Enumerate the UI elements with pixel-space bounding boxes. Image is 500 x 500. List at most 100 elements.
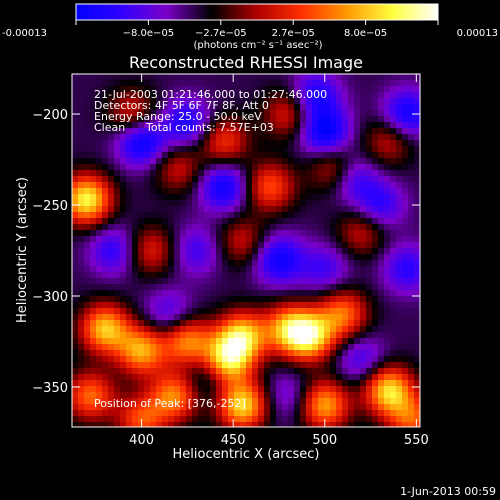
heatmap-cell (240, 110, 247, 117)
heatmap-cell (282, 386, 289, 393)
heatmap-cell (168, 134, 175, 141)
heatmap-cell (240, 254, 247, 261)
heatmap-cell (306, 80, 313, 87)
heatmap-cell (204, 236, 211, 243)
heatmap-cell (336, 380, 343, 387)
heatmap-cell (342, 308, 349, 315)
heatmap-cell (120, 236, 127, 243)
heatmap-cell (264, 368, 271, 375)
heatmap-cell (192, 308, 199, 315)
heatmap-cell (144, 140, 151, 147)
heatmap-cell (138, 224, 145, 231)
heatmap-cell (96, 386, 103, 393)
heatmap-cell (294, 356, 301, 363)
heatmap-cell (168, 326, 175, 333)
heatmap-cell (246, 80, 253, 87)
heatmap-cell (378, 290, 385, 297)
heatmap-cell (210, 350, 217, 357)
heatmap-cell (330, 182, 337, 189)
heatmap-cell (120, 362, 127, 369)
heatmap-cell (72, 230, 79, 237)
heatmap-cell (306, 98, 313, 105)
heatmap-cell (288, 254, 295, 261)
heatmap-cell (162, 410, 169, 417)
heatmap-cell (162, 326, 169, 333)
heatmap-cell (222, 140, 229, 147)
heatmap-cell (360, 272, 367, 279)
heatmap-cell (174, 146, 181, 153)
heatmap-cell (198, 110, 205, 117)
heatmap-cell (366, 302, 373, 309)
heatmap-cell (348, 350, 355, 357)
heatmap-cell (306, 266, 313, 273)
heatmap-cell (378, 242, 385, 249)
heatmap-cell (162, 224, 169, 231)
heatmap-cell (84, 272, 91, 279)
heatmap-cell (288, 188, 295, 195)
heatmap-cell (198, 344, 205, 351)
heatmap-cell (408, 308, 415, 315)
heatmap-cell (384, 146, 391, 153)
heatmap-cell (108, 194, 115, 201)
heatmap-cell (156, 92, 163, 99)
heatmap-cell (372, 140, 379, 147)
heatmap-cell (240, 260, 247, 267)
heatmap-cell (132, 236, 139, 243)
heatmap-cell (330, 116, 337, 123)
heatmap-cell (378, 296, 385, 303)
heatmap-cell (282, 230, 289, 237)
heatmap-cell (336, 128, 343, 135)
heatmap-cell (90, 236, 97, 243)
heatmap-cell (198, 176, 205, 183)
heatmap-cell (234, 164, 241, 171)
heatmap-cell (360, 140, 367, 147)
heatmap-cell (102, 134, 109, 141)
heatmap-cell (276, 128, 283, 135)
heatmap-cell (414, 182, 420, 189)
heatmap-cell (216, 92, 223, 99)
heatmap-cell (252, 248, 259, 255)
heatmap-cell (252, 188, 259, 195)
heatmap-cell (198, 194, 205, 201)
heatmap-cell (324, 230, 331, 237)
heatmap-cell (372, 134, 379, 141)
heatmap-cell (258, 146, 265, 153)
heatmap-cell (360, 230, 367, 237)
heatmap-cell (144, 248, 151, 255)
heatmap-cell (96, 170, 103, 177)
heatmap-cell (354, 98, 361, 105)
heatmap-cell (300, 242, 307, 249)
heatmap-cell (366, 284, 373, 291)
heatmap-cell (168, 320, 175, 327)
heatmap-cell (306, 362, 313, 369)
heatmap-cell (216, 308, 223, 315)
heatmap-cell (162, 122, 169, 129)
heatmap-cell (144, 356, 151, 363)
heatmap-cell (180, 404, 187, 411)
heatmap-cell (126, 158, 133, 165)
heatmap-cell (120, 122, 127, 129)
heatmap-cell (324, 134, 331, 141)
heatmap-cell (414, 74, 420, 81)
heatmap-cell (132, 380, 139, 387)
heatmap-cell (228, 350, 235, 357)
heatmap-cell (144, 104, 151, 111)
heatmap-cell (96, 104, 103, 111)
heatmap-cell (252, 146, 259, 153)
heatmap-cell (84, 392, 91, 399)
heatmap-cell (324, 224, 331, 231)
heatmap-cell (276, 74, 283, 81)
heatmap-cell (246, 296, 253, 303)
heatmap-cell (270, 134, 277, 141)
heatmap-cell (216, 164, 223, 171)
heatmap-cell (288, 146, 295, 153)
heatmap-cell (138, 80, 145, 87)
heatmap-cell (174, 356, 181, 363)
heatmap-cell (306, 206, 313, 213)
heatmap-cell (354, 206, 361, 213)
heatmap-cell (198, 410, 205, 417)
heatmap-cell (192, 116, 199, 123)
heatmap-cell (330, 266, 337, 273)
heatmap-cell (102, 272, 109, 279)
heatmap-cell (144, 284, 151, 291)
